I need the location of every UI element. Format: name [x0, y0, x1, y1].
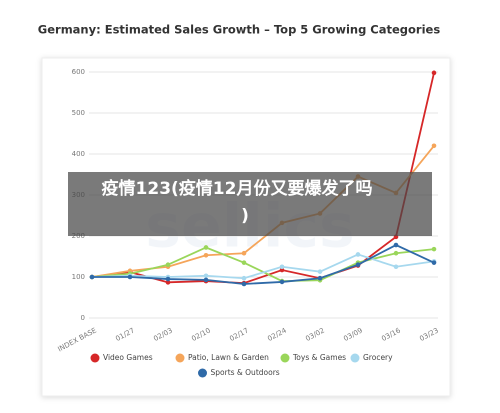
- point: [203, 273, 209, 279]
- point: [241, 281, 247, 287]
- point: [279, 264, 285, 270]
- point: [203, 277, 209, 283]
- y-tick-label: 400: [72, 150, 85, 158]
- point: [241, 260, 247, 265]
- y-tick-label: 100: [72, 273, 85, 281]
- point: [355, 252, 361, 257]
- point: [431, 246, 437, 252]
- point: [431, 70, 437, 76]
- chart-title: Germany: Estimated Sales Growth – Top 5 …: [38, 23, 441, 37]
- overlay-banner: [68, 172, 432, 236]
- point: [393, 242, 399, 248]
- legend-swatch: [280, 353, 290, 363]
- legend-label: Grocery: [363, 353, 393, 362]
- point: [203, 245, 209, 250]
- legend-label: Video Games: [103, 353, 153, 362]
- legend-swatch: [198, 368, 207, 378]
- point: [317, 269, 323, 274]
- point: [165, 262, 171, 268]
- legend-swatch: [90, 353, 100, 363]
- legend-label: Toys & Games: [292, 353, 346, 362]
- legend-label: Patio, Lawn & Garden: [188, 353, 269, 362]
- point: [241, 275, 247, 281]
- legend-swatch: [175, 353, 185, 363]
- point: [355, 262, 361, 268]
- point: [431, 260, 437, 265]
- y-tick-label: 600: [72, 68, 85, 76]
- series-line: [92, 244, 435, 285]
- overlay-text: 疫情123(疫情12月份又要爆发了吗: [102, 178, 373, 199]
- point: [165, 276, 171, 282]
- y-tick-label: 500: [72, 109, 85, 117]
- point: [317, 275, 323, 281]
- point: [279, 267, 285, 273]
- y-tick-label: 0: [81, 314, 85, 322]
- legend-label: Sports & Outdoors: [211, 368, 280, 377]
- point: [165, 280, 171, 285]
- point: [431, 143, 437, 149]
- point: [279, 279, 285, 285]
- point: [203, 252, 209, 258]
- legend-swatch: [350, 353, 360, 363]
- overlay-text: ): [241, 206, 249, 226]
- series-line: [91, 253, 435, 280]
- point: [127, 274, 133, 280]
- point: [89, 274, 95, 280]
- point: [241, 250, 247, 256]
- point: [393, 264, 399, 270]
- point: [393, 250, 399, 256]
